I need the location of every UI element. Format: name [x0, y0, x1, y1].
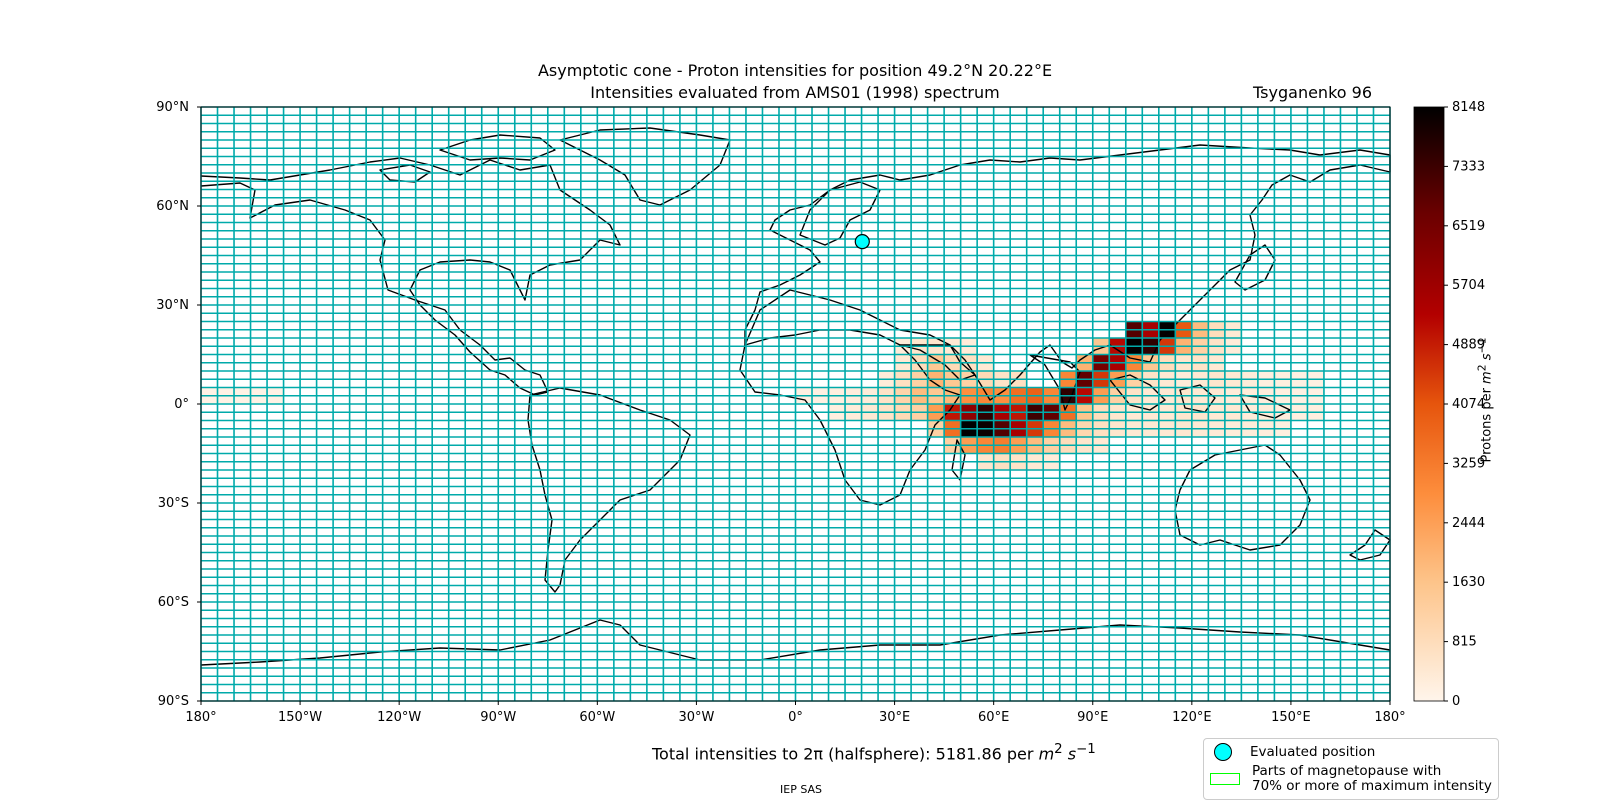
lon-tick-label: 120°W: [377, 710, 421, 725]
lat-tick-label: 0°: [174, 397, 189, 412]
lon-tick-label: 180°: [185, 710, 216, 725]
colorbar: [1413, 106, 1445, 702]
colorbar-tick-label: 3259: [1452, 456, 1485, 471]
colorbar-tick-label: 1630: [1452, 575, 1485, 590]
evaluated-position-marker: [854, 234, 870, 250]
lon-tick-label: 90°E: [1077, 710, 1108, 725]
latitude-ticks: 90°N 60°N 30°N 0° 30°S 60°S 90°S: [156, 100, 201, 709]
lat-tick-label: 60°N: [156, 199, 189, 214]
lon-tick-label: 120°E: [1172, 710, 1212, 725]
chart-subtitle: Intensities evaluated from AMS01 (1998) …: [590, 83, 1000, 102]
lat-tick-label: 30°S: [158, 496, 189, 511]
colorbar-tick-label: 8148: [1452, 100, 1485, 115]
lon-tick-label: 150°W: [278, 710, 322, 725]
evaluated-position-swatch: [1214, 743, 1232, 761]
chart-title: Asymptotic cone - Proton intensities for…: [537, 61, 1053, 80]
legend-magneto-label-2: 70% or more of maximum intensity: [1252, 778, 1492, 794]
colorbar-tick-label: 0: [1452, 694, 1460, 709]
colorbar-label: Protons per m2 s−1: [1475, 337, 1495, 463]
colorbar-tick-label: 815: [1452, 635, 1477, 650]
colorbar-tick-label: 6519: [1452, 219, 1485, 234]
legend-magneto-label-1: Parts of magnetopause with: [1252, 763, 1442, 779]
colorbar-ticks: 8148 7333 6519 5704 4889 4074 3259 2444 1630 815 0: [1444, 100, 1485, 709]
magnetopause-swatch: [1210, 773, 1240, 785]
colorbar-tick-label: 2444: [1452, 516, 1485, 531]
legend-evaluated-label: Evaluated position: [1250, 744, 1376, 760]
lon-tick-label: 60°E: [978, 710, 1009, 725]
lon-tick-label: 180°: [1374, 710, 1405, 725]
lat-tick-label: 90°S: [158, 694, 189, 709]
lon-tick-label: 60°W: [579, 710, 615, 725]
lon-tick-label: 90°W: [480, 710, 516, 725]
lon-tick-label: 150°E: [1271, 710, 1311, 725]
longitude-ticks: 180° 150°W 120°W 90°W 60°W 30°W 0° 30°E 60°E 90°E…: [185, 701, 1406, 725]
lon-tick-label: 30°W: [678, 710, 714, 725]
colorbar-tick-label: 4074: [1452, 397, 1485, 412]
lat-tick-label: 90°N: [156, 100, 189, 115]
colorbar-tick-label: 7333: [1452, 159, 1485, 174]
lon-tick-label: 30°E: [879, 710, 910, 725]
lon-tick-label: 0°: [788, 710, 803, 725]
total-intensity-text: Total intensities to 2π (halfsphere): 51…: [652, 742, 1096, 764]
field-model-label: Tsyganenko 96: [1253, 83, 1372, 102]
lat-tick-label: 30°N: [156, 298, 189, 313]
lat-tick-label: 60°S: [158, 595, 189, 610]
footer-credit: IEP SAS: [780, 783, 823, 796]
colorbar-tick-label: 5704: [1452, 278, 1485, 293]
legend: Evaluated position Parts of magnetopause…: [1203, 738, 1499, 800]
colorbar-tick-label: 4889: [1452, 338, 1485, 353]
magnetopause-grid: [200, 106, 1391, 702]
